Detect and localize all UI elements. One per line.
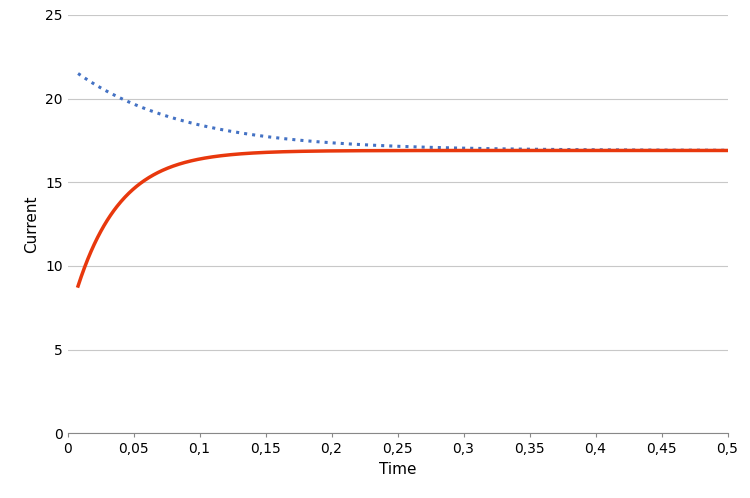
X-axis label: Time: Time bbox=[379, 462, 416, 477]
Y-axis label: Current: Current bbox=[25, 195, 40, 253]
